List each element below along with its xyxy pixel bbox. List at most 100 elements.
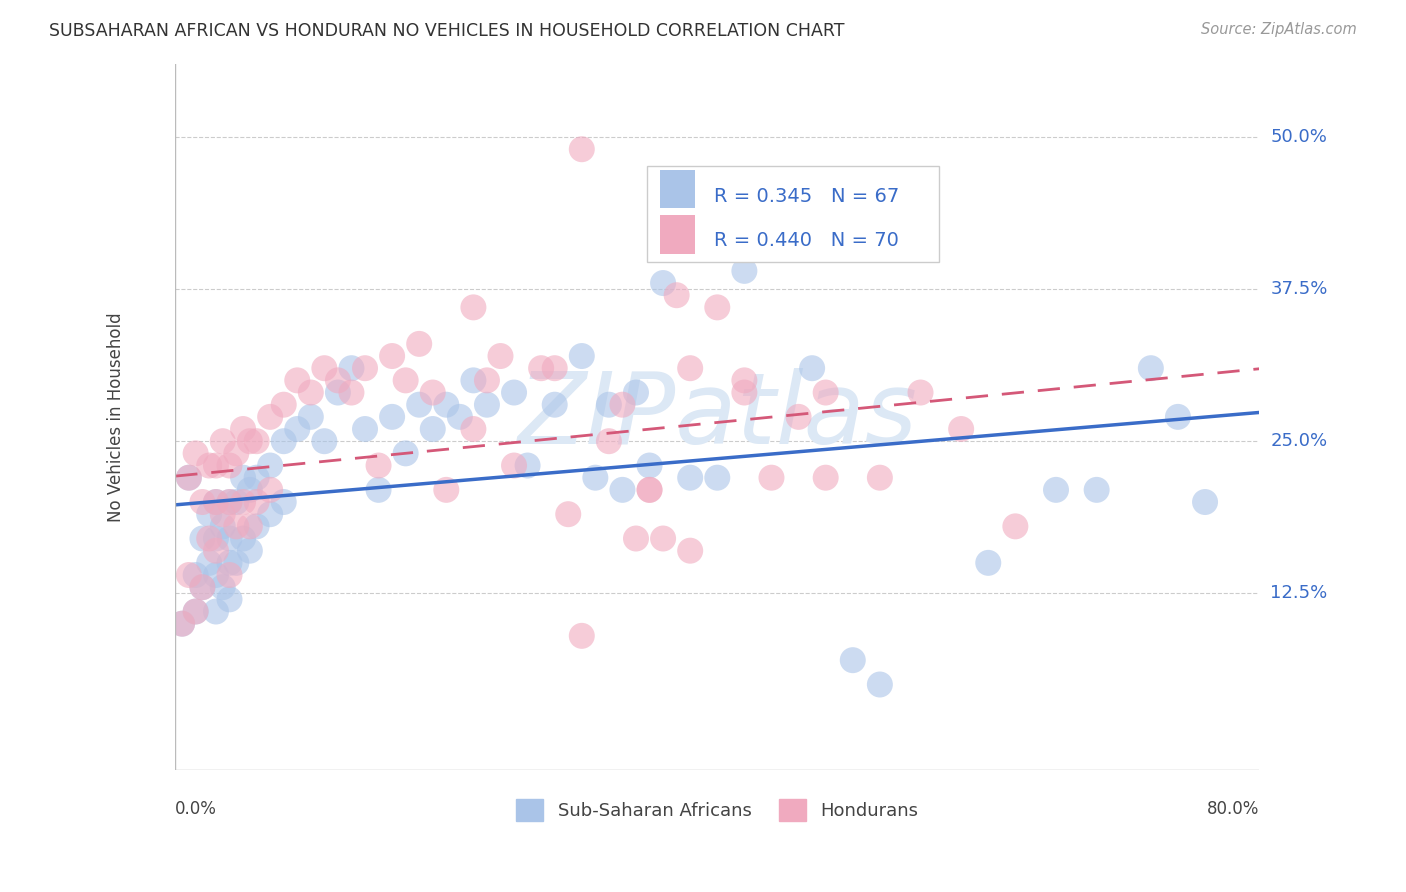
- Point: [624, 385, 647, 400]
- Point: [177, 568, 200, 582]
- Point: [583, 471, 606, 485]
- Point: [218, 495, 240, 509]
- Point: [652, 276, 675, 290]
- Point: [273, 434, 295, 449]
- Point: [218, 568, 240, 582]
- Point: [733, 373, 755, 387]
- Point: [184, 446, 207, 460]
- Point: [218, 495, 240, 509]
- FancyBboxPatch shape: [659, 169, 695, 209]
- Point: [285, 373, 308, 387]
- Point: [184, 568, 207, 582]
- Point: [354, 361, 377, 376]
- Point: [246, 434, 269, 449]
- Point: [408, 337, 430, 351]
- Point: [571, 629, 593, 643]
- Point: [638, 458, 661, 473]
- Point: [326, 373, 349, 387]
- Point: [842, 653, 865, 667]
- Point: [475, 373, 498, 387]
- Point: [638, 483, 661, 497]
- Text: 12.5%: 12.5%: [1271, 584, 1327, 602]
- Point: [516, 458, 538, 473]
- FancyBboxPatch shape: [647, 167, 939, 261]
- Text: ZIPatlas: ZIPatlas: [517, 368, 917, 466]
- Point: [787, 409, 810, 424]
- Point: [761, 471, 783, 485]
- Point: [463, 422, 485, 436]
- Point: [571, 142, 593, 156]
- Point: [205, 495, 228, 509]
- Point: [422, 422, 444, 436]
- Legend: Sub-Saharan Africans, Hondurans: Sub-Saharan Africans, Hondurans: [516, 798, 918, 821]
- Text: 25.0%: 25.0%: [1271, 433, 1327, 450]
- Point: [434, 398, 457, 412]
- Point: [503, 458, 526, 473]
- Point: [259, 458, 281, 473]
- Point: [211, 507, 233, 521]
- Point: [449, 409, 471, 424]
- Point: [395, 446, 418, 460]
- Point: [706, 301, 728, 315]
- Point: [239, 519, 262, 533]
- Point: [184, 605, 207, 619]
- Point: [239, 434, 262, 449]
- Point: [706, 471, 728, 485]
- Point: [544, 361, 567, 376]
- Point: [314, 361, 336, 376]
- Text: 80.0%: 80.0%: [1206, 800, 1260, 818]
- Point: [1085, 483, 1108, 497]
- Point: [408, 398, 430, 412]
- Point: [299, 385, 322, 400]
- Point: [869, 471, 891, 485]
- Point: [434, 483, 457, 497]
- Point: [598, 434, 620, 449]
- Point: [191, 532, 214, 546]
- Point: [177, 471, 200, 485]
- Point: [259, 507, 281, 521]
- Point: [530, 361, 553, 376]
- Point: [225, 446, 247, 460]
- Point: [273, 398, 295, 412]
- Point: [624, 532, 647, 546]
- Point: [463, 301, 485, 315]
- Point: [326, 385, 349, 400]
- Point: [218, 592, 240, 607]
- Point: [218, 532, 240, 546]
- Point: [259, 409, 281, 424]
- Point: [801, 361, 824, 376]
- Point: [198, 532, 221, 546]
- Point: [475, 398, 498, 412]
- Point: [489, 349, 512, 363]
- Point: [285, 422, 308, 436]
- Point: [367, 483, 389, 497]
- Point: [232, 471, 254, 485]
- Text: No Vehicles in Household: No Vehicles in Household: [107, 312, 125, 522]
- Point: [679, 361, 702, 376]
- Point: [198, 507, 221, 521]
- Point: [652, 532, 675, 546]
- Point: [246, 495, 269, 509]
- Text: 0.0%: 0.0%: [176, 800, 217, 818]
- Point: [814, 471, 837, 485]
- Point: [299, 409, 322, 424]
- Point: [191, 580, 214, 594]
- Text: 50.0%: 50.0%: [1271, 128, 1327, 146]
- Point: [612, 398, 634, 412]
- Point: [814, 385, 837, 400]
- Point: [1140, 361, 1163, 376]
- Point: [340, 385, 363, 400]
- Point: [381, 409, 404, 424]
- Point: [211, 580, 233, 594]
- Point: [205, 605, 228, 619]
- Point: [557, 507, 579, 521]
- Point: [679, 543, 702, 558]
- Text: 37.5%: 37.5%: [1271, 280, 1327, 298]
- Point: [598, 398, 620, 412]
- Point: [354, 422, 377, 436]
- Point: [1045, 483, 1067, 497]
- Point: [246, 519, 269, 533]
- Point: [198, 556, 221, 570]
- Text: R = 0.440   N = 70: R = 0.440 N = 70: [714, 231, 898, 250]
- Point: [205, 568, 228, 582]
